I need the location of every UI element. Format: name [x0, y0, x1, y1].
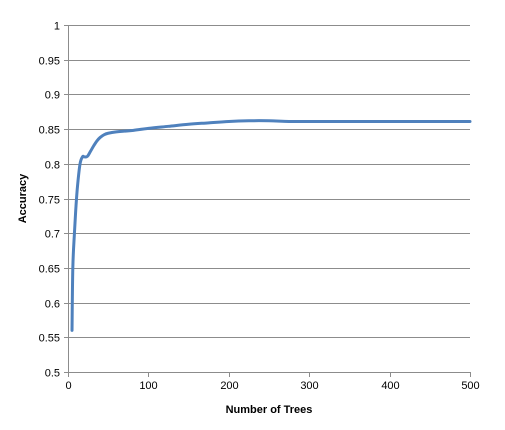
y-tick-label: 0.7: [45, 229, 60, 241]
y-tick-label: 0.95: [39, 56, 60, 68]
y-tick-label: 0.5: [45, 368, 60, 380]
x-tick-label: 300: [300, 380, 318, 392]
y-axis-title: Accuracy: [17, 173, 29, 223]
y-tick-label: 0.65: [39, 264, 60, 276]
y-tick-label: 0.8: [45, 160, 60, 172]
x-tick-label: 0: [65, 380, 71, 392]
y-tick-label: 0.85: [39, 125, 60, 137]
y-tick-label: 0.9: [45, 90, 60, 102]
gridlines: [68, 25, 470, 338]
x-tick-label: 400: [381, 380, 399, 392]
accuracy-series-line: [70, 119, 472, 332]
x-tick-label: 500: [461, 380, 479, 392]
y-tick-label: 0.6: [45, 299, 60, 311]
y-tick-label: 0.55: [39, 333, 60, 345]
axes: [64, 25, 471, 377]
y-tick-label: 1: [54, 21, 60, 33]
x-tick-label: 200: [220, 380, 238, 392]
x-tick-label: 100: [139, 380, 157, 392]
series: [70, 119, 472, 332]
y-tick-label: 0.75: [39, 195, 60, 207]
x-axis-title: Number of Trees: [226, 404, 313, 416]
tick-labels: 0.5 0.55 0.6 0.65 0.7 0.75 0.8 0.85 0.9 0.95 1 0 100…: [39, 21, 480, 393]
